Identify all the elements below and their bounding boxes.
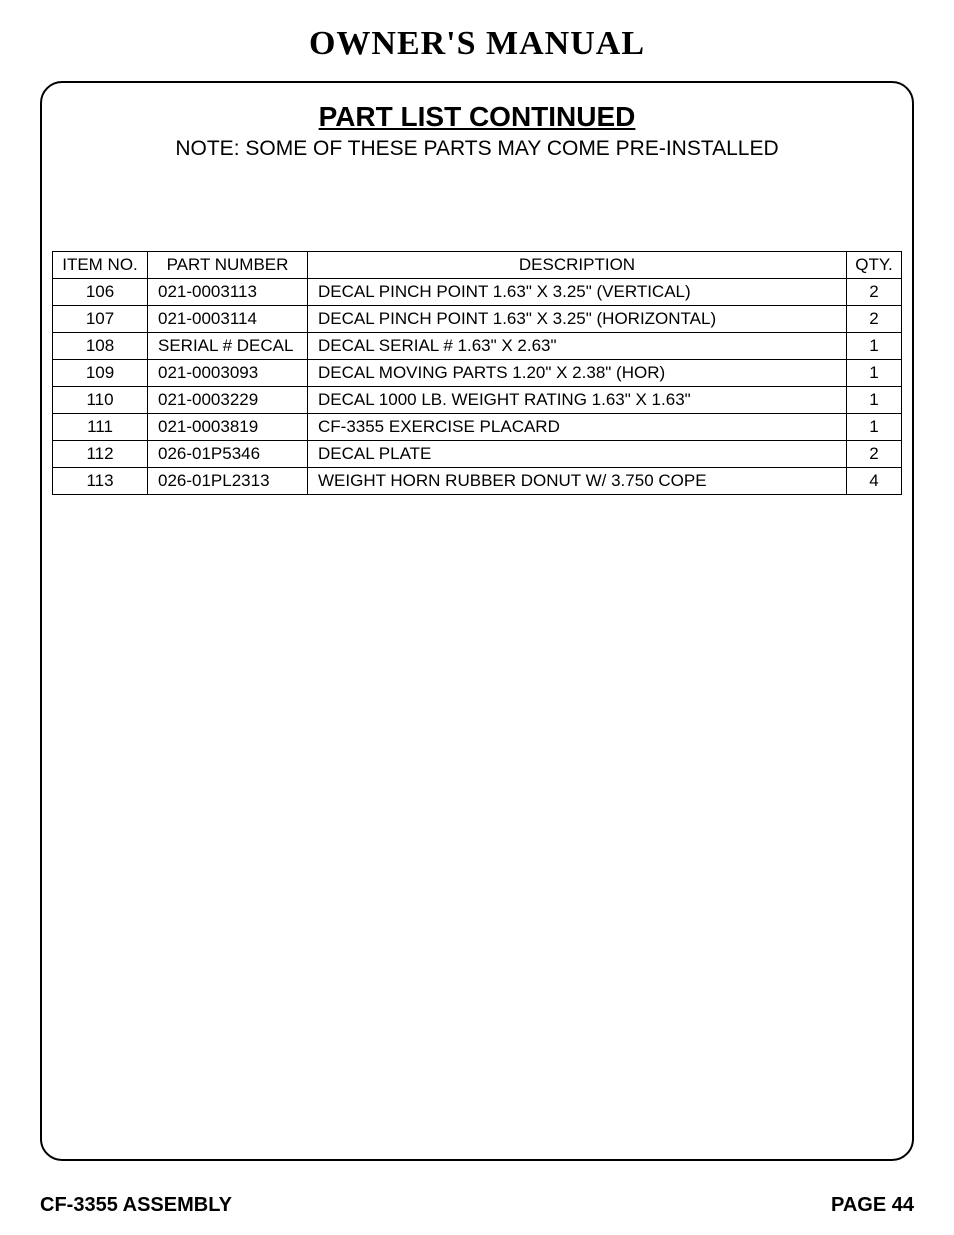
cell-description: WEIGHT HORN RUBBER DONUT W/ 3.750 COPE — [308, 468, 847, 495]
footer-right: PAGE 44 — [831, 1194, 914, 1217]
table-row: 112026-01P5346DECAL PLATE2 — [53, 441, 902, 468]
table-header-row: ITEM NO. PART NUMBER DESCRIPTION QTY. — [53, 252, 902, 279]
table-row: 106021-0003113DECAL PINCH POINT 1.63" X … — [53, 279, 902, 306]
table-row: 111021-0003819CF-3355 EXERCISE PLACARD1 — [53, 414, 902, 441]
cell-qty: 2 — [847, 306, 902, 333]
cell-part-number: 021-0003093 — [148, 360, 308, 387]
cell-item-no: 110 — [53, 387, 148, 414]
parts-table: ITEM NO. PART NUMBER DESCRIPTION QTY. 10… — [52, 251, 902, 495]
table-row: 107021-0003114DECAL PINCH POINT 1.63" X … — [53, 306, 902, 333]
cell-part-number: 026-01PL2313 — [148, 468, 308, 495]
cell-part-number: SERIAL # DECAL — [148, 333, 308, 360]
content-panel: PART LIST CONTINUED NOTE: SOME OF THESE … — [40, 81, 914, 1161]
cell-part-number: 021-0003113 — [148, 279, 308, 306]
table-row: 109021-0003093DECAL MOVING PARTS 1.20" X… — [53, 360, 902, 387]
cell-part-number: 021-0003819 — [148, 414, 308, 441]
cell-part-number: 026-01P5346 — [148, 441, 308, 468]
cell-item-no: 107 — [53, 306, 148, 333]
col-description: DESCRIPTION — [308, 252, 847, 279]
footer-left: CF-3355 ASSEMBLY — [40, 1194, 232, 1217]
cell-qty: 1 — [847, 360, 902, 387]
cell-item-no: 109 — [53, 360, 148, 387]
cell-item-no: 108 — [53, 333, 148, 360]
cell-qty: 1 — [847, 414, 902, 441]
cell-part-number: 021-0003229 — [148, 387, 308, 414]
col-qty: QTY. — [847, 252, 902, 279]
col-part-number: PART NUMBER — [148, 252, 308, 279]
cell-description: DECAL PINCH POINT 1.63" X 3.25" (HORIZON… — [308, 306, 847, 333]
cell-description: DECAL PLATE — [308, 441, 847, 468]
document-title: OWNER'S MANUAL — [40, 25, 914, 63]
cell-description: DECAL MOVING PARTS 1.20" X 2.38" (HOR) — [308, 360, 847, 387]
cell-description: DECAL SERIAL # 1.63" X 2.63" — [308, 333, 847, 360]
table-row: 110021-0003229DECAL 1000 LB. WEIGHT RATI… — [53, 387, 902, 414]
cell-description: CF-3355 EXERCISE PLACARD — [308, 414, 847, 441]
cell-qty: 2 — [847, 279, 902, 306]
cell-qty: 2 — [847, 441, 902, 468]
page-footer: CF-3355 ASSEMBLY PAGE 44 — [40, 1194, 914, 1217]
cell-qty: 1 — [847, 333, 902, 360]
cell-description: DECAL PINCH POINT 1.63" X 3.25" (VERTICA… — [308, 279, 847, 306]
cell-qty: 4 — [847, 468, 902, 495]
cell-qty: 1 — [847, 387, 902, 414]
page: OWNER'S MANUAL PART LIST CONTINUED NOTE:… — [0, 0, 954, 1235]
cell-description: DECAL 1000 LB. WEIGHT RATING 1.63" X 1.6… — [308, 387, 847, 414]
note-text: NOTE: SOME OF THESE PARTS MAY COME PRE-I… — [52, 137, 902, 161]
cell-part-number: 021-0003114 — [148, 306, 308, 333]
table-row: 108SERIAL # DECALDECAL SERIAL # 1.63" X … — [53, 333, 902, 360]
cell-item-no: 113 — [53, 468, 148, 495]
col-item-no: ITEM NO. — [53, 252, 148, 279]
cell-item-no: 111 — [53, 414, 148, 441]
table-row: 113026-01PL2313WEIGHT HORN RUBBER DONUT … — [53, 468, 902, 495]
section-title: PART LIST CONTINUED — [52, 101, 902, 133]
cell-item-no: 112 — [53, 441, 148, 468]
cell-item-no: 106 — [53, 279, 148, 306]
